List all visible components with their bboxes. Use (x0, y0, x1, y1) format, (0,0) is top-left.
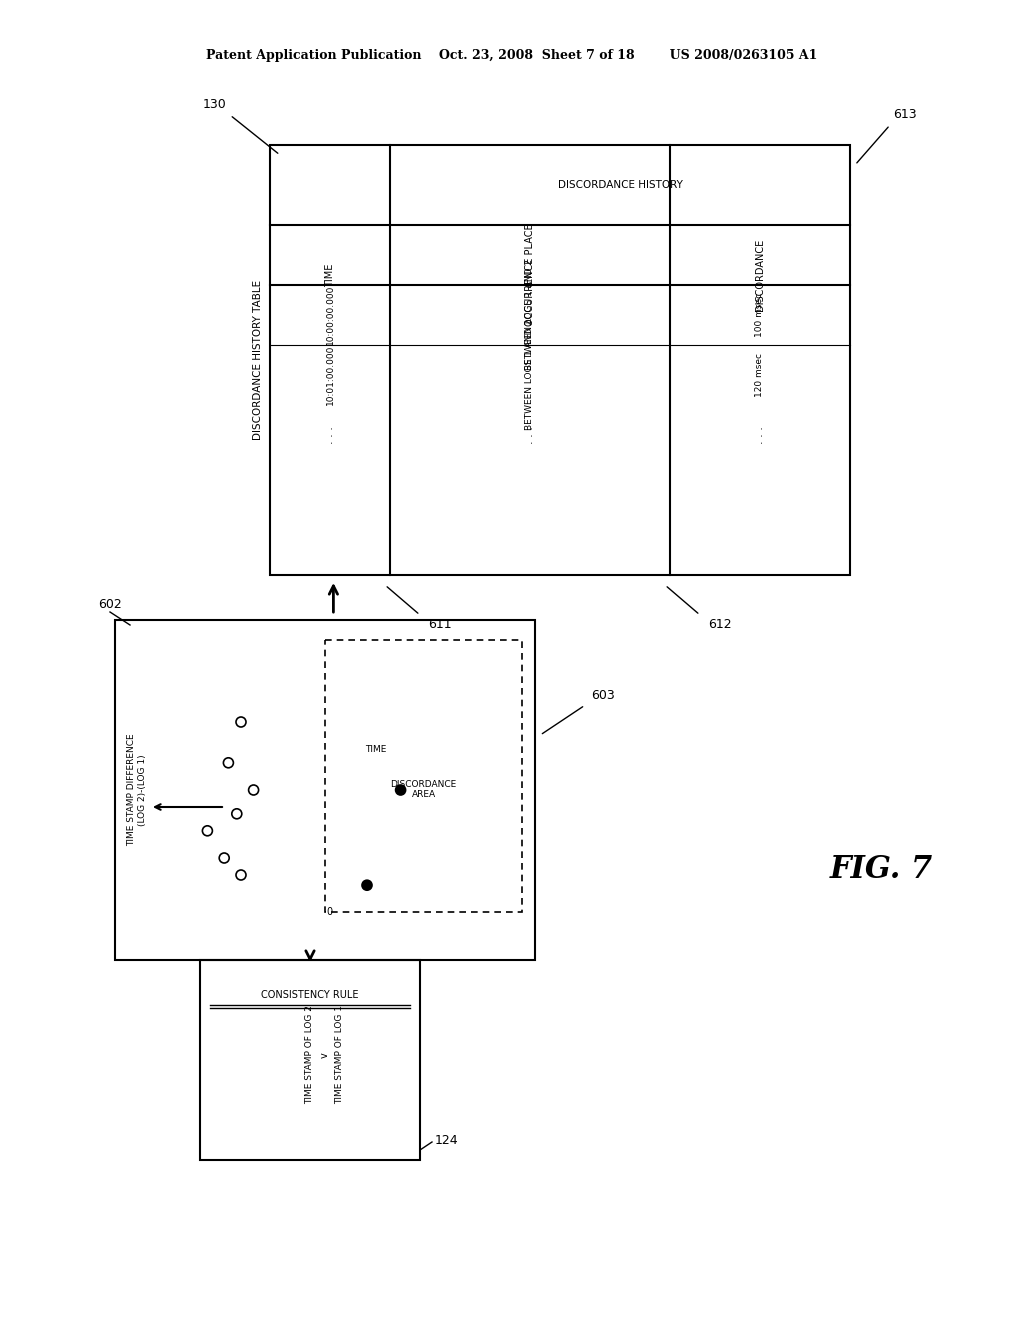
Text: CONSISTENCY RULE: CONSISTENCY RULE (261, 990, 358, 1001)
Text: BETWEEN LOGS 1 AND 2: BETWEEN LOGS 1 AND 2 (525, 260, 535, 371)
Text: OCCURRENCE PLACE: OCCURRENCE PLACE (525, 223, 535, 326)
Text: TIME STAMP OF LOG 2: TIME STAMP OF LOG 2 (305, 1006, 314, 1105)
Text: 10:01:00.000: 10:01:00.000 (326, 345, 335, 405)
Text: . . .: . . . (525, 426, 535, 444)
Text: 0: 0 (326, 907, 332, 917)
Circle shape (362, 880, 372, 890)
Text: 612: 612 (709, 619, 732, 631)
Circle shape (395, 785, 406, 795)
Text: 100 msec: 100 msec (756, 293, 765, 337)
Text: 602: 602 (98, 598, 122, 611)
Text: 130: 130 (203, 99, 227, 111)
Text: 124: 124 (435, 1134, 459, 1147)
Text: 10:00:00.000: 10:00:00.000 (326, 285, 335, 346)
Text: DISCORDANCE HISTORY: DISCORDANCE HISTORY (557, 180, 682, 190)
Text: 120 msec: 120 msec (756, 352, 765, 397)
Text: 611: 611 (428, 619, 452, 631)
Text: FIG. 7: FIG. 7 (830, 854, 933, 886)
Text: . . .: . . . (325, 426, 335, 444)
Text: TIME STAMP DIFFERENCE
(LOG 2)-(LOG 1): TIME STAMP DIFFERENCE (LOG 2)-(LOG 1) (127, 734, 146, 846)
Text: DISCORDANCE HISTORY TABLE: DISCORDANCE HISTORY TABLE (253, 280, 263, 440)
Text: TIME: TIME (365, 744, 386, 754)
Text: Patent Application Publication    Oct. 23, 2008  Sheet 7 of 18        US 2008/02: Patent Application Publication Oct. 23, … (206, 49, 818, 62)
Text: TIME: TIME (325, 263, 335, 286)
Text: BETWEEN LOGS 1 AND 2: BETWEEN LOGS 1 AND 2 (525, 319, 535, 430)
Text: . . .: . . . (755, 426, 765, 444)
Text: v: v (319, 1052, 330, 1057)
Text: 603: 603 (591, 689, 614, 702)
Text: DISCORDANCE
AREA: DISCORDANCE AREA (390, 780, 457, 800)
Text: 613: 613 (893, 108, 916, 121)
Text: TIME STAMP OF LOG 1: TIME STAMP OF LOG 1 (336, 1006, 344, 1105)
Text: DISCORDANCE: DISCORDANCE (755, 239, 765, 312)
